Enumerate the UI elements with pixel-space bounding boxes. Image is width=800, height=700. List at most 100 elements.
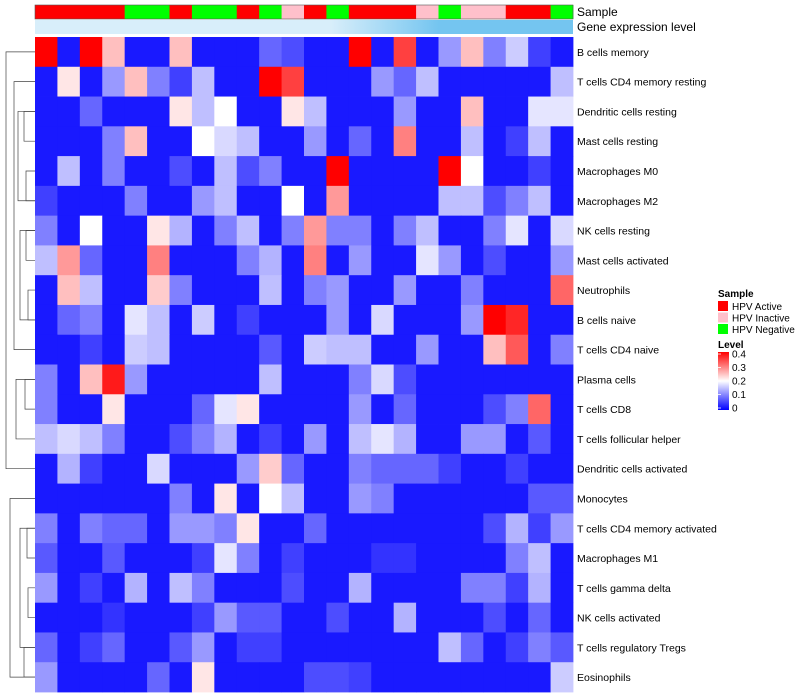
heatmap-cell bbox=[304, 334, 327, 365]
heatmap-cell bbox=[281, 662, 305, 693]
heatmap-cell bbox=[483, 662, 507, 693]
heatmap-cell bbox=[528, 275, 551, 306]
heatmap-cell bbox=[483, 96, 507, 127]
heatmap-cell bbox=[169, 364, 193, 395]
heatmap-cell bbox=[550, 37, 574, 68]
row-label: Macrophages M1 bbox=[577, 553, 658, 565]
sample-annotation-cell bbox=[147, 5, 170, 19]
heatmap-cell bbox=[460, 156, 484, 187]
heatmap-cell bbox=[483, 424, 507, 455]
heatmap-cell bbox=[102, 632, 126, 663]
heatmap-cell bbox=[281, 424, 305, 455]
heatmap-cell bbox=[79, 394, 103, 425]
heatmap-cell bbox=[236, 572, 260, 604]
heatmap-cell bbox=[483, 483, 507, 514]
heatmap-cell bbox=[191, 185, 215, 217]
heatmap-cell bbox=[169, 275, 193, 306]
heatmap-cell bbox=[371, 37, 395, 68]
heatmap-cell bbox=[416, 602, 439, 633]
heatmap-cell bbox=[147, 602, 170, 633]
heatmap-cell bbox=[281, 126, 305, 157]
heatmap-cell bbox=[191, 245, 215, 276]
heatmap-cell bbox=[281, 185, 305, 217]
heatmap-cell bbox=[348, 156, 372, 187]
heatmap-cell bbox=[169, 96, 193, 127]
heatmap-cell bbox=[528, 364, 551, 395]
heatmap-cell bbox=[147, 513, 170, 544]
heatmap-cell bbox=[460, 483, 484, 514]
heatmap-cell bbox=[169, 185, 193, 217]
heatmap-cell bbox=[483, 543, 507, 574]
heatmap-cell bbox=[147, 543, 170, 574]
heatmap-cell bbox=[438, 543, 462, 574]
heatmap-cell bbox=[169, 126, 193, 157]
sample-annotation-cell bbox=[416, 5, 439, 19]
heatmap-cell bbox=[214, 632, 238, 663]
heatmap-cell bbox=[528, 453, 551, 484]
heatmap-cell bbox=[460, 185, 484, 217]
heatmap-cell bbox=[505, 543, 529, 574]
heatmap-cell bbox=[348, 572, 372, 604]
heatmap-cell bbox=[191, 66, 215, 97]
heatmap-cell bbox=[326, 572, 350, 604]
heatmap-cell bbox=[79, 275, 103, 306]
sample-annotation-cell bbox=[393, 5, 417, 19]
dendrogram-branch bbox=[23, 646, 35, 678]
heatmap-cell bbox=[147, 275, 170, 306]
heatmap-cell bbox=[35, 245, 58, 276]
heatmap-cell bbox=[124, 602, 148, 633]
heatmap-cell bbox=[550, 96, 574, 127]
heatmap-cell bbox=[483, 185, 507, 217]
dendrogram-branch bbox=[26, 527, 35, 559]
heatmap-cell bbox=[169, 453, 193, 484]
heatmap-cell bbox=[236, 632, 260, 663]
heatmap-cell bbox=[214, 543, 238, 574]
heatmap-cell bbox=[416, 96, 439, 127]
heatmap-cell bbox=[371, 304, 395, 336]
heatmap-cell bbox=[57, 364, 81, 395]
heatmap-cell bbox=[281, 304, 305, 336]
heatmap-cell bbox=[281, 334, 305, 365]
heatmap-cell bbox=[35, 662, 58, 693]
heatmap-cell bbox=[281, 572, 305, 604]
heatmap-cell bbox=[102, 37, 126, 68]
heatmap-cell bbox=[326, 513, 350, 544]
heatmap-cell bbox=[348, 513, 372, 544]
heatmap-cell bbox=[460, 632, 484, 663]
heatmap-cell bbox=[505, 215, 529, 246]
heatmap-cell bbox=[304, 364, 327, 395]
heatmap-cell bbox=[438, 245, 462, 276]
heatmap-cell bbox=[259, 602, 282, 633]
heatmap-cell bbox=[528, 424, 551, 455]
heatmap-cell bbox=[124, 662, 148, 693]
heatmap-cell bbox=[124, 483, 148, 514]
sample-annotation-cell bbox=[259, 5, 282, 19]
row-label: Mast cells activated bbox=[577, 255, 669, 267]
heatmap-cell bbox=[147, 632, 170, 663]
heatmap-cell bbox=[438, 483, 462, 514]
heatmap-cell bbox=[505, 334, 529, 365]
row-label: T cells follicular helper bbox=[577, 434, 681, 446]
gene-expression-annotation-label: Gene expression level bbox=[577, 20, 696, 34]
heatmap-cell bbox=[169, 66, 193, 97]
heatmap-cell bbox=[393, 543, 417, 574]
row-labels: B cells memory T cells CD4 memory resting… bbox=[577, 47, 717, 684]
heatmap-cell bbox=[124, 394, 148, 425]
heatmap-cell bbox=[57, 334, 81, 365]
heatmap-cell bbox=[57, 483, 81, 514]
row-label: T cells gamma delta bbox=[577, 583, 671, 595]
heatmap-cell bbox=[57, 215, 81, 246]
heatmap-cell bbox=[124, 304, 148, 336]
heatmap-cell bbox=[191, 453, 215, 484]
sample-legend-swatch bbox=[718, 312, 728, 323]
heatmap-cell bbox=[371, 632, 395, 663]
sample-annotation-cell bbox=[35, 5, 58, 19]
heatmap-cell bbox=[528, 304, 551, 336]
dendrogram-branch bbox=[19, 230, 35, 321]
heatmap-cell bbox=[550, 394, 574, 425]
heatmap-cell bbox=[191, 394, 215, 425]
heatmap-cell bbox=[35, 513, 58, 544]
heatmap-cell bbox=[147, 304, 170, 336]
heatmap-cell bbox=[57, 304, 81, 336]
heatmap-cell bbox=[214, 156, 238, 187]
